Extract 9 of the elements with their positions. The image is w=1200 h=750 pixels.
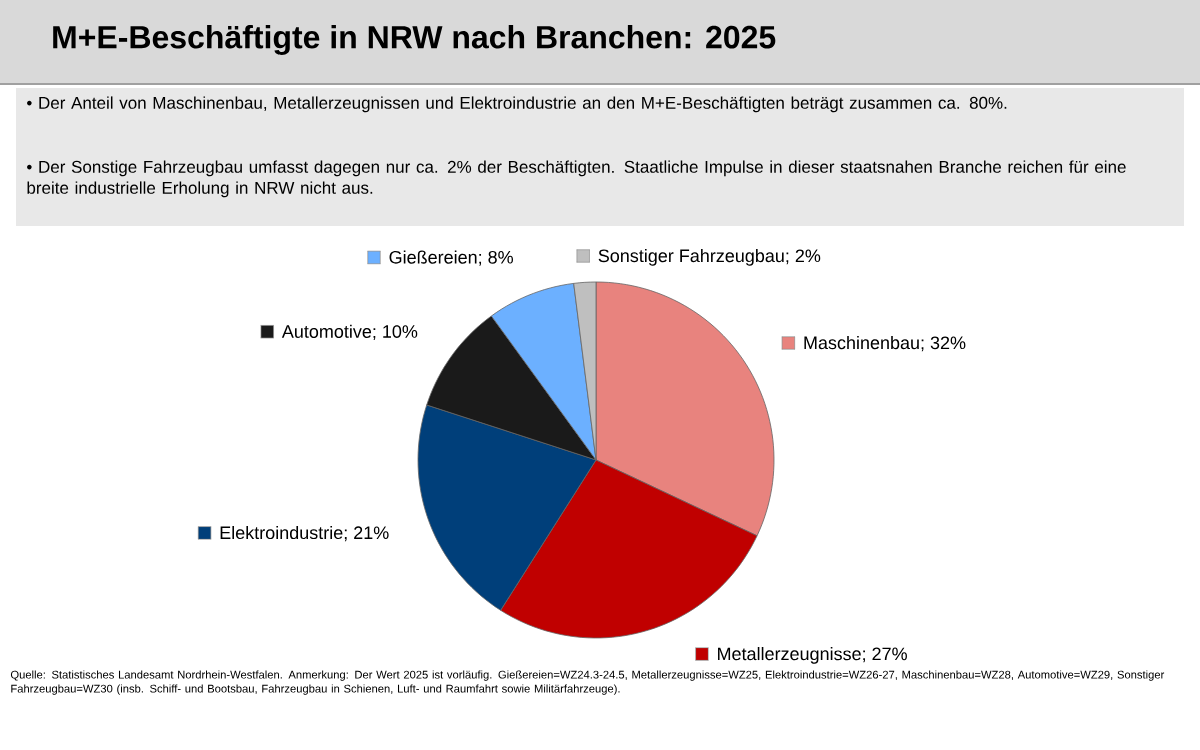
legend-label: Automotive; 10% (281, 324, 418, 341)
legend-label: Elektroindustrie; 21% (220, 525, 389, 542)
legend-label: Gießereien; 8% (389, 250, 513, 266)
text: • Der Anteil von Maschinenbau, Metallerzeugnissen und Elektroindustrie an den M+E-Beschäftigten beträgt zusammen ca. 80%. (27, 96, 1007, 113)
legend-label: Metallerzeugnisse; 27% (718, 647, 907, 664)
chart-title: M+E-Beschäftigte in NRW nach Branchen: 2025 (53, 25, 776, 55)
text: • Der Sonstige Fahrzeugbau umfasst dagegen nur ca. 2% der Beschäftigten. Staatliche Impulse in dieser staatsnahen Branche reichen für eine breite industrielle Erholung in NRW nicht aus. (27, 160, 1126, 198)
legend-label: Maschinenbau; 32% (804, 335, 966, 352)
legend-label: Sonstiger Fahrzeugbau; 2% (598, 248, 821, 266)
